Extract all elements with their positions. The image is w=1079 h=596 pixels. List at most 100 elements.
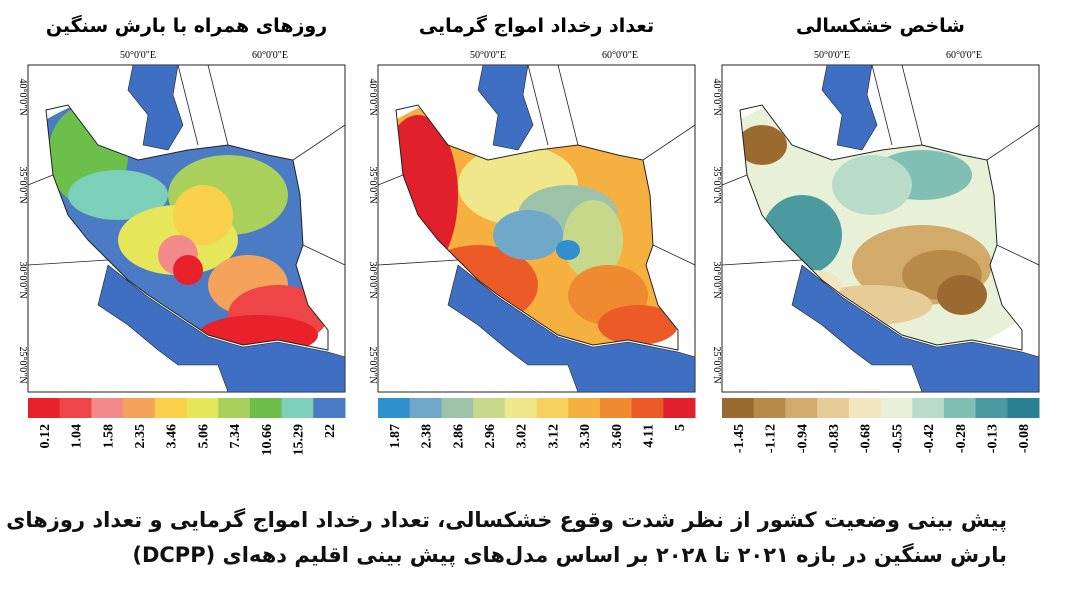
legend-label: -0.08 [1017,424,1032,453]
legend-swatch [722,398,755,418]
persian-gulf [447,264,696,393]
legend-label: -0.42 [922,424,937,453]
lat-label: 40°0'0"N [711,78,722,115]
field-zone [563,200,623,280]
map-panel [377,64,696,393]
legend-label: 5 [673,424,688,431]
field-zone [937,275,987,315]
field-zone [556,240,580,260]
legend-swatch [504,398,537,418]
lat-label: 35°0'0"N [17,166,28,203]
lat-label: 35°0'0"N [711,166,722,203]
legend-swatch [378,398,411,418]
field-zone [493,210,563,260]
legend-label: 5.06 [196,424,211,449]
iran-outline [45,104,329,351]
legend-label: 3.02 [515,424,530,449]
borders [377,64,696,266]
legend-label: 1.04 [70,424,85,449]
lat-label: 40°0'0"N [17,78,28,115]
lon-label: 60°0'0"E [946,50,982,61]
legend-swatch [663,398,696,418]
map-panel [721,64,1040,393]
caspian-sea [477,64,534,151]
legend-swatch [1007,398,1040,418]
legend-swatch [281,398,314,418]
legend-label: -1.12 [764,424,779,453]
lat-label: 30°0'0"N [367,261,378,298]
field-zone [832,155,912,215]
legend-swatch [880,398,913,418]
legend-label: 3.30 [578,424,593,449]
legend-label: -1.45 [732,424,747,453]
legend-swatch [975,398,1008,418]
legend-label: -0.68 [859,424,874,453]
legend-label: 3.12 [546,424,561,449]
legend-swatch [218,398,251,418]
lat-label: 30°0'0"N [17,261,28,298]
field-zone [68,170,168,220]
caspian-sea [821,64,878,151]
lon-label: 50°0'0"E [470,50,506,61]
lon-label: 60°0'0"E [602,50,638,61]
legend-label: 2.35 [133,424,148,449]
legend-label: 3.60 [610,424,625,449]
figure: روزهای همراه با بارش سنگین 50°0'0"E 60°0'0… [17,14,1040,456]
legend-label: 1.58 [101,424,116,449]
legend-swatch [59,398,92,418]
legend-label: 4.11 [641,424,656,448]
legend-label: -0.83 [827,424,842,453]
iran-outline [739,104,1023,351]
field-zone [740,125,787,165]
lat-label: 40°0'0"N [367,78,378,115]
map-panel [27,64,346,393]
legend-swatch [753,398,786,418]
legend-swatch [28,398,61,418]
caption-line: بارش سنگین در بازه ۲۰۲۱ تا ۲۰۲۸ بر اساس … [132,543,1007,567]
legend-swatch [186,398,219,418]
caspian-sea [127,64,184,151]
legend-label: 22 [323,424,338,438]
lon-label: 50°0'0"E [120,50,156,61]
legend-label: -0.13 [985,424,1000,453]
lon-label: 60°0'0"E [252,50,288,61]
legend-label: -0.94 [795,424,810,453]
persian-gulf [791,264,1040,393]
lat-label: 25°0'0"N [711,346,722,383]
legend-swatch [785,398,818,418]
iran-outline [395,104,679,351]
field-zone [173,255,203,285]
legend-swatch [473,398,506,418]
legend-label: 2.38 [420,424,435,449]
legend-swatch [123,398,156,418]
field-zone [598,305,678,345]
legend-swatch [631,398,664,418]
lat-label: 35°0'0"N [367,166,378,203]
legend-label: 0.12 [38,424,53,449]
legend-swatch [249,398,283,418]
map-title: روزهای همراه با بارش سنگین [46,14,327,37]
caption-line: پیش بینی وضعیت کشور از نظر شدت وقوع خشکس… [6,508,1007,532]
lon-label: 50°0'0"E [814,50,850,61]
field-zone [173,185,233,245]
legend-label: 7.34 [228,424,243,449]
legend-swatch [568,398,601,418]
legend-swatch [441,398,474,418]
lat-label: 25°0'0"N [17,346,28,383]
legend-swatch [599,398,633,418]
legend-swatch [154,398,187,418]
legend-label: 15.29 [291,424,306,456]
legend-label: 1.87 [388,424,403,449]
legend-swatch [409,398,442,418]
legend-label: -0.55 [890,424,905,453]
legend-label: 2.96 [483,424,498,449]
legend-label: 10.66 [260,424,275,456]
map-title: تعداد رخداد امواج گرمایی [419,14,654,37]
legend-label: 2.86 [451,424,466,449]
legend-label: 3.46 [165,424,180,449]
legend-swatch [848,398,881,418]
legend-swatch [943,398,977,418]
legend-swatch [817,398,850,418]
persian-gulf [97,264,346,393]
